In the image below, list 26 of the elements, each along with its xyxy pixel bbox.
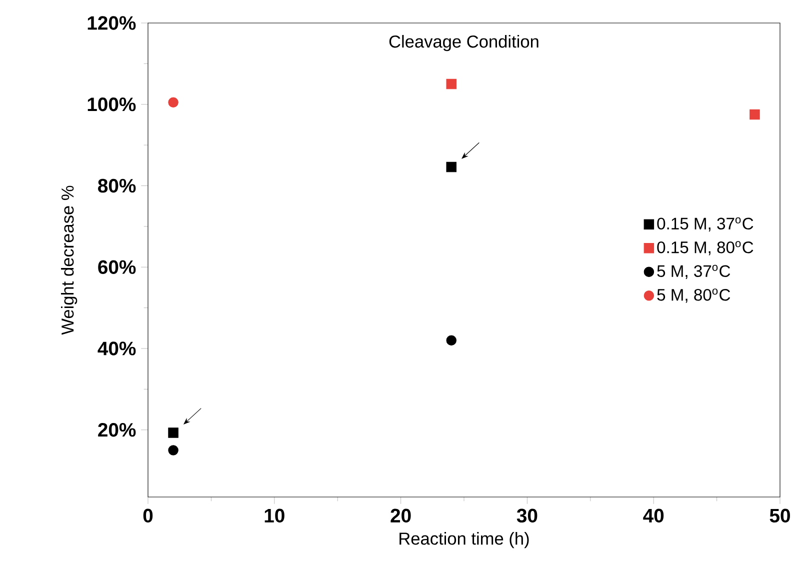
text: Cleavage Condition	[389, 34, 538, 52]
point	[446, 335, 456, 346]
point	[168, 428, 178, 438]
x-tick-label: 20	[390, 508, 411, 523]
y-tick-label: 40%	[98, 342, 136, 356]
x-axis-title: Reaction time (h)	[400, 532, 529, 548]
point	[750, 109, 760, 120]
point	[446, 162, 456, 172]
y-tick-label: 80%	[98, 178, 136, 193]
legend-label: 0.15 M, 37$^{o}$C	[657, 217, 754, 232]
x-tick-label: 30	[516, 508, 538, 523]
y-tick-label: 20%	[98, 422, 136, 437]
y-tick-label: 100%	[88, 97, 136, 112]
y-axis-title: Weight decrease %	[61, 186, 78, 335]
x-tick-label: 50	[770, 508, 790, 523]
point	[168, 97, 178, 108]
legend-label: 0.15 M, 80$^{o}$C	[657, 241, 754, 256]
legend-label: 5 M, 37$^{o}$C	[657, 264, 730, 279]
y-tick-label: 60%	[98, 260, 136, 274]
x-tick-label: 10	[264, 508, 284, 523]
point	[446, 78, 456, 90]
x-tick-label: 40	[643, 508, 664, 523]
legend-label: 5 M, 80$^{o}$C	[657, 288, 730, 303]
y-tick-label: 120%	[88, 16, 136, 30]
point	[168, 445, 178, 456]
x-tick-label: 0	[143, 508, 153, 523]
